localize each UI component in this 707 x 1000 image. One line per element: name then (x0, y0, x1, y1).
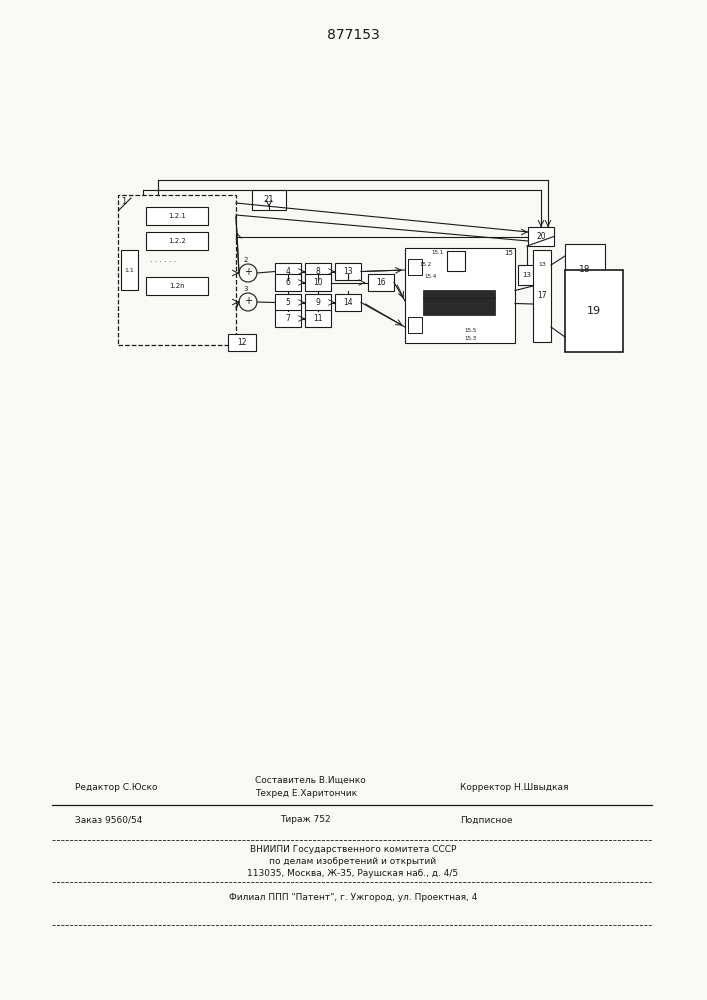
Text: Техред Е.Харитончик: Техред Е.Харитончик (255, 788, 357, 798)
Text: 1.1: 1.1 (124, 267, 134, 272)
Bar (228, 334, 256, 351)
Text: 6: 6 (286, 278, 291, 287)
Bar (565, 244, 605, 294)
Text: Филиал ППП "Патент", г. Ужгород, ул. Проектная, 4: Филиал ППП "Патент", г. Ужгород, ул. Про… (229, 892, 477, 902)
Bar (335, 294, 361, 311)
Text: 9: 9 (315, 298, 320, 307)
Bar (335, 263, 361, 280)
Text: 13: 13 (538, 262, 546, 267)
Text: 2: 2 (244, 257, 248, 263)
Bar (118, 195, 236, 345)
Text: ВНИИПИ Государственного комитета СССР: ВНИИПИ Государственного комитета СССР (250, 846, 456, 854)
Text: 15.3: 15.3 (464, 336, 476, 342)
Bar (275, 294, 301, 311)
Text: 14: 14 (343, 298, 353, 307)
Text: 17: 17 (537, 292, 547, 300)
Text: +: + (244, 296, 252, 306)
Text: Составитель В.Ищенко: Составитель В.Ищенко (255, 776, 366, 784)
Bar (275, 274, 301, 291)
Text: 1.2n: 1.2n (169, 283, 185, 289)
Bar (405, 248, 515, 343)
Text: Заказ 9560/54: Заказ 9560/54 (75, 816, 142, 824)
Bar (252, 190, 286, 210)
Text: 1.2.2: 1.2.2 (168, 238, 186, 244)
Bar (423, 290, 495, 298)
Text: Корректор Н.Швыдкая: Корректор Н.Швыдкая (460, 782, 568, 792)
Text: · · · · · ·: · · · · · · (150, 258, 176, 267)
Text: 21: 21 (264, 196, 274, 205)
Text: Редактор С.Юско: Редактор С.Юско (75, 782, 158, 792)
Text: 5: 5 (286, 298, 291, 307)
Text: 1.2.1: 1.2.1 (168, 213, 186, 219)
Bar (423, 297, 495, 315)
Text: 877153: 877153 (327, 28, 380, 42)
Bar (121, 250, 138, 290)
Bar (146, 232, 208, 250)
Bar (146, 277, 208, 295)
Text: 16: 16 (376, 278, 386, 287)
Bar (146, 207, 208, 225)
Bar (528, 227, 554, 246)
Bar (447, 251, 465, 271)
Text: 113035, Москва, Ж-35, Раушская наб., д. 4/5: 113035, Москва, Ж-35, Раушская наб., д. … (247, 869, 459, 879)
Text: 15.4: 15.4 (424, 273, 436, 278)
Text: 1: 1 (122, 198, 127, 207)
Text: Подписное: Подписное (460, 816, 513, 824)
Text: 13: 13 (343, 267, 353, 276)
Bar (305, 294, 331, 311)
Text: Тираж 752: Тираж 752 (280, 816, 331, 824)
Text: 13: 13 (522, 272, 532, 278)
Bar (275, 310, 301, 327)
Text: 15.2: 15.2 (419, 261, 431, 266)
Text: 10: 10 (313, 278, 323, 287)
Text: 11: 11 (313, 314, 323, 323)
Bar (408, 259, 422, 275)
Bar (305, 274, 331, 291)
Text: 7: 7 (286, 314, 291, 323)
Text: 15.5: 15.5 (464, 328, 476, 334)
Text: 4: 4 (286, 267, 291, 276)
Bar (305, 310, 331, 327)
Bar (518, 265, 536, 285)
Bar (565, 270, 623, 352)
Text: 20: 20 (536, 232, 546, 241)
Bar (408, 317, 422, 333)
Bar (368, 274, 394, 291)
Bar (305, 263, 331, 280)
Text: 15: 15 (505, 250, 513, 256)
Text: 8: 8 (315, 267, 320, 276)
Text: 3: 3 (244, 286, 248, 292)
Text: 15.1: 15.1 (431, 250, 443, 255)
Text: +: + (244, 267, 252, 277)
Text: 18: 18 (579, 264, 591, 273)
Text: 19: 19 (587, 306, 601, 316)
Bar (275, 263, 301, 280)
Bar (533, 250, 551, 342)
Text: 12: 12 (238, 338, 247, 347)
Text: по делам изобретений и открытий: по делам изобретений и открытий (269, 857, 436, 866)
